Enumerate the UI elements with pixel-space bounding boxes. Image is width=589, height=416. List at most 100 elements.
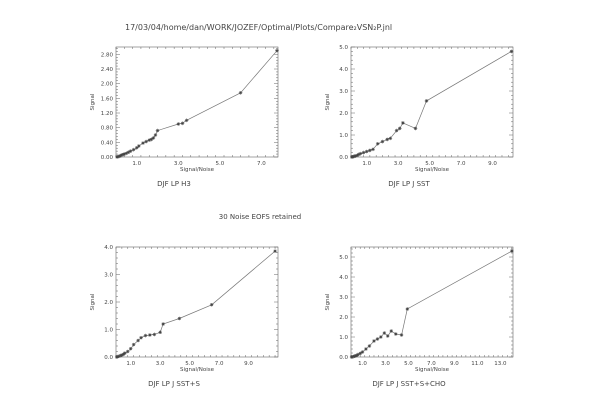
y-tick-label: 1.60	[101, 96, 114, 102]
data-point	[351, 354, 356, 359]
chart-panel-3: 0.0 1.0 2.0 3.0 4.0 1.0 3.0 5.0 7.0 9.0 Signal/Noi…	[90, 245, 279, 388]
data-point	[121, 352, 126, 357]
data-point	[510, 249, 514, 253]
data-point	[151, 136, 156, 140]
data-point	[358, 151, 363, 156]
y-tick-label: 4.0	[104, 245, 113, 251]
data-point	[131, 342, 136, 347]
data-point	[131, 147, 136, 152]
data-point	[405, 307, 410, 311]
data-point	[375, 337, 380, 341]
x-tick-label: 7.0	[427, 361, 436, 367]
data-point	[176, 122, 181, 126]
data-point	[238, 91, 243, 95]
x-tick-label: 5.0	[404, 361, 413, 367]
y-tick-label: 3.0	[339, 89, 348, 95]
plot-frame	[350, 46, 514, 158]
series-line	[351, 51, 512, 158]
chart-title: DJF LP J SST	[388, 180, 430, 188]
data-point	[352, 354, 357, 358]
y-tick-label: 1.20	[101, 111, 114, 117]
y-tick-label: 5.0	[339, 255, 348, 261]
data-point	[152, 332, 157, 337]
data-point	[161, 322, 165, 326]
data-point	[121, 152, 126, 157]
data-point	[379, 335, 383, 339]
y-tick-label: 2.0	[339, 111, 348, 117]
data-point	[180, 121, 185, 126]
data-point	[144, 139, 148, 144]
y-tick-label: 0.00	[101, 155, 114, 161]
data-point	[394, 332, 398, 336]
data-point	[136, 338, 140, 343]
data-point	[115, 354, 120, 359]
data-point	[155, 128, 160, 133]
y-tick-label: 0.0	[104, 355, 113, 361]
x-tick-label: 9.0	[488, 161, 497, 167]
data-point	[125, 349, 130, 354]
data-point	[120, 153, 125, 157]
data-point	[380, 139, 385, 144]
data-point	[128, 346, 133, 351]
data-point	[177, 316, 182, 321]
data-point	[389, 329, 394, 333]
data-point	[371, 147, 375, 152]
y-tick-label: 5.0	[339, 45, 348, 51]
series-line	[116, 250, 276, 358]
data-point	[364, 347, 368, 351]
plot-frame	[115, 246, 279, 358]
data-point	[209, 302, 214, 307]
x-axis-label: Signal/Noise	[415, 367, 450, 373]
y-tick-label: 2.80	[101, 52, 114, 58]
data-point	[394, 128, 399, 133]
data-point	[147, 138, 152, 142]
chart-panel-1: 0.00 0.40 0.80 1.20 1.60 2.00 2.40 2.80 1.0 3.0 5.…	[90, 46, 279, 188]
data-point	[116, 154, 120, 159]
x-tick-label: 3.0	[174, 161, 183, 167]
y-tick-label: 3.0	[339, 295, 348, 301]
data-point	[355, 153, 360, 158]
y-tick-label: 0.40	[101, 140, 114, 146]
x-axis-label: Signal/Noise	[180, 367, 215, 373]
data-point	[117, 354, 121, 358]
data-point	[153, 133, 158, 137]
y-tick-label: 4.0	[339, 67, 348, 73]
x-tick-label: 5.0	[185, 361, 194, 367]
data-point	[122, 152, 127, 156]
chart-title: DJF LP J SST+S	[148, 380, 200, 388]
data-point	[115, 155, 119, 159]
y-axis-label: Signal	[325, 93, 331, 110]
data-point	[120, 353, 124, 357]
y-tick-label: 2.00	[101, 82, 114, 88]
data-point	[367, 344, 372, 348]
x-tick-label: 1.0	[126, 361, 135, 367]
data-point	[275, 48, 279, 53]
data-point	[134, 146, 139, 150]
data-point	[273, 249, 277, 253]
data-point	[141, 141, 145, 145]
data-point	[397, 126, 402, 131]
plot-frame	[350, 246, 514, 358]
data-point	[353, 154, 358, 158]
y-tick-label: 0.80	[101, 126, 114, 132]
y-tick-label: 0.0	[339, 155, 348, 161]
data-point	[399, 333, 404, 337]
x-tick-label: 3.0	[156, 361, 165, 367]
y-tick-label: 2.0	[339, 315, 348, 321]
y-tick-label: 3.0	[104, 273, 113, 279]
data-point	[352, 154, 356, 159]
data-point	[375, 142, 380, 146]
x-tick-label: 5.0	[425, 161, 434, 167]
x-tick-label: 13.0	[494, 361, 507, 367]
data-point	[158, 330, 162, 335]
y-tick-label: 4.0	[339, 275, 348, 281]
chart-title: DJF LP H3	[157, 180, 191, 188]
data-point	[358, 351, 362, 356]
data-point	[143, 333, 148, 338]
data-point	[184, 118, 189, 123]
x-tick-label: 9.0	[450, 361, 459, 367]
data-point	[119, 153, 123, 157]
data-point	[356, 352, 360, 357]
chart-panels: 0.00 0.40 0.80 1.20 1.60 2.00 2.40 2.80 1.0 3.0 5.…	[90, 45, 514, 388]
